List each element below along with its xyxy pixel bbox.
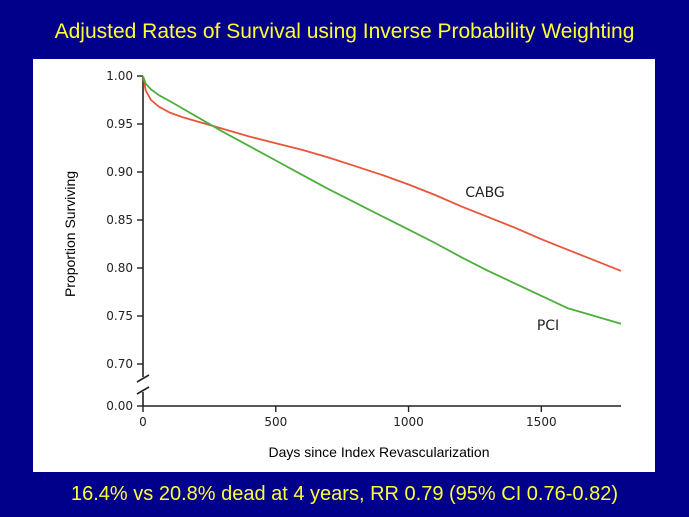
axis-break-mark — [136, 386, 150, 395]
axes-layer: 0.70 0.75 0.80 0.85 0.90 0.95 1.00 0.00 0 500 1000… — [62, 69, 621, 460]
axis-break-mark — [136, 374, 150, 383]
x-tick-label: 500 — [264, 415, 287, 429]
footer-summary: 16.4% vs 20.8% dead at 4 years, RR 0.79 … — [71, 483, 618, 505]
x-tick-label: 1500 — [526, 415, 557, 429]
survival-chart: 0.70 0.75 0.80 0.85 0.90 0.95 1.00 0.00 0 500 1000… — [62, 69, 622, 460]
series-label-pci: PCI — [537, 318, 559, 334]
series-label-cabg: CABG — [465, 185, 505, 201]
y-tick-label: 0.80 — [106, 261, 133, 275]
y-tick-label: 0.95 — [106, 117, 133, 131]
y-tick-label: 0.85 — [106, 213, 133, 227]
chart-panel: 0.70 0.75 0.80 0.85 0.90 0.95 1.00 0.00 0 500 1000… — [33, 59, 655, 472]
x-tick-label: 1000 — [393, 415, 424, 429]
y-tick-label: 0.75 — [106, 309, 133, 323]
x-tick-label: 0 — [139, 415, 147, 429]
y-tick-label: 0.70 — [106, 357, 133, 371]
y-tick-label: 1.00 — [106, 69, 133, 83]
series-layer — [142, 75, 622, 325]
slide-title: Adjusted Rates of Survival using Inverse… — [54, 20, 635, 43]
y-axis-title: Proportion Surviving — [62, 171, 78, 297]
y-tick-label-zero: 0.00 — [106, 399, 133, 413]
x-axis-title: Days since Index Revascularization — [269, 444, 490, 460]
y-tick-label: 0.90 — [106, 165, 133, 179]
series-line-cabg — [142, 75, 622, 272]
series-line-pci — [142, 75, 622, 325]
labels-layer: CABG PCI — [465, 185, 559, 334]
